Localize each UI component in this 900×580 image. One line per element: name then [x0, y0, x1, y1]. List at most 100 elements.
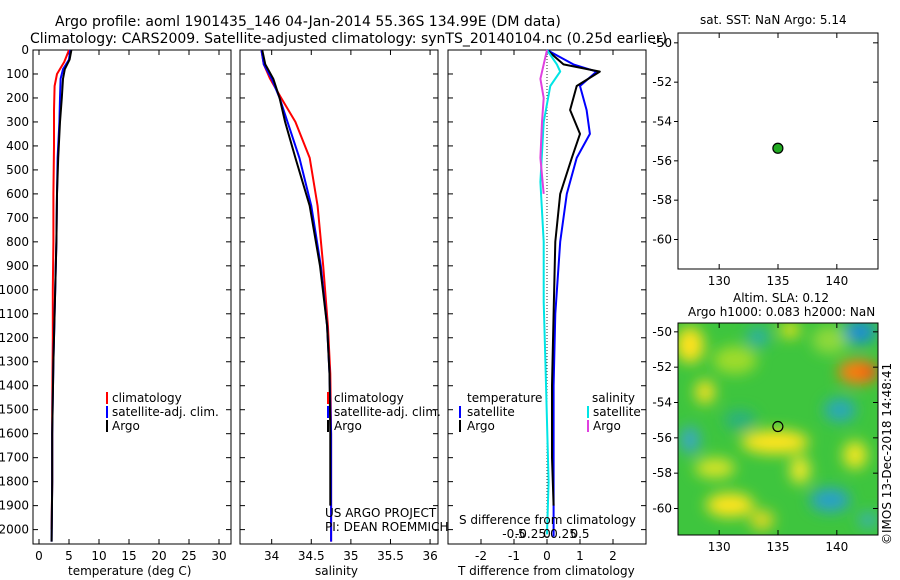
series-line-s-argo — [539, 49, 548, 194]
xtick-label: 2 — [609, 549, 617, 563]
temperature-yticks: 0 100 200 300 400 500 600 700 800 900 1000 1100 1200… — [0, 43, 231, 537]
map-ytick-label: -58 — [652, 466, 672, 480]
map-ytick-label: -58 — [652, 193, 672, 207]
series-line-argo — [50, 49, 73, 542]
ytick-label: 600 — [6, 187, 29, 201]
legend-label-satellite: satellite-adj. clim. — [112, 405, 219, 419]
sst-map-points — [772, 142, 784, 154]
map-ytick-label: -52 — [652, 75, 672, 89]
legend-title-salinity: salinity — [592, 391, 635, 405]
xtick-label: 0 — [543, 549, 551, 563]
map-xtick-label: 135 — [767, 540, 790, 554]
legend-label-argo: Argo — [334, 419, 362, 433]
xtick-label: 36 — [422, 549, 437, 563]
xtick-label: 35.5 — [377, 549, 404, 563]
ytick-label: 100 — [6, 67, 29, 81]
xtick-label: 34 — [264, 549, 279, 563]
map-ytick-label: -52 — [652, 360, 672, 374]
ytick-label: 2000 — [0, 523, 29, 537]
xtick-label: 15 — [121, 549, 136, 563]
difference-xticks: -2 -1 0 1 2 — [475, 50, 617, 563]
map-xtick-label: 140 — [825, 540, 848, 554]
ytick-label: 1200 — [0, 331, 29, 345]
salinity-xticks: 34 34.5 35 35.5 36 — [264, 50, 438, 563]
legend-label-climatology: climatology — [334, 391, 404, 405]
xtick-label: 35 — [343, 549, 358, 563]
xtick-label: 34.5 — [298, 549, 325, 563]
difference-lines — [539, 49, 601, 537]
sst-map-ticks: 130 135 140 -50 -52 -54 -56 -58 -60 — [652, 33, 878, 288]
map-ytick-label: -60 — [652, 233, 672, 247]
map-ytick-label: -60 — [652, 502, 672, 516]
sla-map-title-1: Altim. SLA: 0.12 — [733, 291, 829, 305]
ytick-label: 1700 — [0, 451, 29, 465]
series-line-t-argo — [546, 49, 601, 506]
sla-map-title-2: Argo h1000: 0.083 h2000: NaN — [688, 305, 875, 319]
ytick-label: 900 — [6, 259, 29, 273]
ytick-label: 200 — [6, 91, 29, 105]
legend-label-argo: Argo — [112, 419, 140, 433]
salinity-legend: climatology satellite-adj. clim. Argo — [327, 391, 441, 433]
ytick-label: 700 — [6, 211, 29, 225]
map-ytick-label: -54 — [652, 396, 672, 410]
ytick-label: 0 — [21, 43, 29, 57]
map-ytick-label: -54 — [652, 115, 672, 129]
series-line-s-satellite — [539, 49, 562, 535]
temperature-panel: 0100200300400500600700800900100011001200… — [0, 43, 232, 578]
argo-location-marker — [772, 420, 784, 433]
difference-xlabel-salinity: S difference from climatology — [459, 513, 636, 527]
xtick-label: 0 — [35, 549, 43, 563]
map-ytick-label: -50 — [652, 325, 672, 339]
watermark: ©IMOS 13-Dec-2018 14:48:41 — [880, 363, 894, 545]
salinity-xtick-label: 0 — [543, 527, 551, 541]
salinity-xtick-label: -0.25 — [515, 527, 546, 541]
difference-yticks — [448, 49, 646, 531]
map-xtick-label: 130 — [708, 540, 731, 554]
title-line-2: Climatology: CARS2009. Satellite-adjuste… — [30, 31, 667, 47]
legend-label-t-argo: Argo — [467, 419, 495, 433]
difference-xlabel: T difference from climatology — [457, 564, 635, 578]
legend-label-s-argo: Argo — [593, 419, 621, 433]
sst-map-panel: sat. SST: NaN Argo: 5.14 130 135 140 -50 -52… — [652, 13, 879, 288]
sst-map-title: sat. SST: NaN Argo: 5.14 — [700, 13, 847, 27]
salinity-difference-xticks: -0.5-0.250 0.250.5 — [502, 527, 589, 541]
ytick-label: 1900 — [0, 499, 29, 513]
ytick-label: 1500 — [0, 403, 29, 417]
legend-title-temperature: temperature — [467, 391, 542, 405]
salinity-xlabel: salinity — [315, 564, 358, 578]
ytick-label: 1600 — [0, 427, 29, 441]
salinity-xtick-label: 0.5 — [570, 527, 589, 541]
legend-label-t-satellite: satellite — [467, 405, 515, 419]
salinity-yticks — [240, 49, 438, 531]
ytick-label: 300 — [6, 115, 29, 129]
xtick-label: 5 — [65, 549, 73, 563]
project-annotation-2: PI: DEAN ROEMMICH — [325, 520, 448, 534]
sla-map-points — [772, 420, 784, 433]
project-annotation-1: US ARGO PROJECT — [325, 506, 437, 520]
salinity-xtick-label: -0.5 — [502, 527, 525, 541]
xtick-label: 25 — [181, 549, 196, 563]
xtick-label: 20 — [151, 549, 166, 563]
ytick-label: 1800 — [0, 475, 29, 489]
title-line-1: Argo profile: aoml 1901435_146 04-Jan-20… — [55, 14, 561, 30]
map-ytick-label: -56 — [652, 154, 672, 168]
xtick-label: -1 — [508, 549, 520, 563]
map-xtick-label: 135 — [767, 274, 790, 288]
legend-label-s-satellite: satellite — [593, 405, 641, 419]
ytick-label: 1400 — [0, 379, 29, 393]
argo-location-marker — [772, 142, 784, 154]
ytick-label: 1000 — [0, 283, 29, 297]
map-xtick-label: 140 — [825, 274, 848, 288]
difference-legend-temperature: temperature satellite Argo — [459, 391, 542, 433]
series-line-climatology — [260, 49, 333, 542]
sla-map-panel: Altim. SLA: 0.12 Argo h1000: 0.083 h2000… — [652, 291, 879, 554]
salinity-lines — [260, 49, 333, 542]
map-ytick-label: -56 — [652, 431, 672, 445]
temperature-legend: climatology satellite-adj. clim. Argo — [106, 391, 219, 433]
ytick-label: 400 — [6, 139, 29, 153]
temperature-xticks: 0 5 10 15 20 25 30 — [35, 50, 227, 563]
ytick-label: 1100 — [0, 307, 29, 321]
xtick-label: 1 — [576, 549, 584, 563]
xtick-label: -2 — [475, 549, 487, 563]
